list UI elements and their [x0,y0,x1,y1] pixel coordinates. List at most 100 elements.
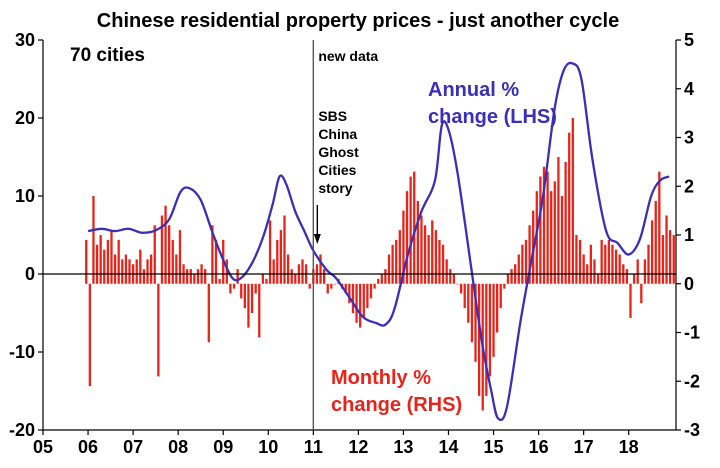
monthly-bar [499,283,502,309]
left-tick-label: 30 [15,30,35,50]
monthly-bar [326,283,329,294]
monthly-bar [380,274,383,284]
monthly-bar [445,259,448,284]
monthly-bar [582,254,585,284]
monthly-bar [85,239,88,284]
monthly-bar [279,230,283,284]
sbs-story-label: Ghost [318,144,359,160]
x-tick-label: 09 [213,437,233,457]
monthly-bar [189,269,192,284]
x-tick-label: 13 [393,437,413,457]
monthly-bar [420,215,423,284]
left-tick-label: 10 [15,186,35,206]
monthly-bar [330,283,333,289]
x-tick-label: 14 [438,437,458,457]
monthly-bar [164,205,167,284]
x-tick-label: 16 [529,437,549,457]
monthly-bar [196,269,200,284]
right-tick-label: 1 [684,225,694,245]
monthly-bar [319,254,322,284]
monthly-bar [398,230,401,284]
right-tick-label: 5 [684,30,694,50]
monthly-bar [658,171,661,284]
monthly-bar [517,254,520,284]
monthly-bar [593,259,596,284]
monthly-bar [668,230,672,284]
monthly-bar [640,283,643,304]
x-tick-label: 08 [168,437,188,457]
monthly-bar [571,118,574,284]
right-tick-label: -2 [684,371,700,391]
monthly-bar [661,235,665,284]
monthly-bar [485,283,488,396]
monthly-bar [459,283,463,294]
monthly-bar [369,283,373,299]
monthly-bar [344,283,347,294]
monthly-bar [333,283,337,285]
monthly-bar [128,259,131,284]
monthly-bar [506,274,510,284]
monthly-bar [204,269,207,284]
monthly-bar [560,196,564,284]
monthly-bar [449,269,452,284]
monthly-bar [452,274,456,284]
monthly-bar [240,283,243,299]
monthly-bar [510,269,513,284]
sbs-story-label: China [318,126,357,142]
monthly-bar [290,269,293,284]
monthly-bar [186,269,189,284]
right-tick-label: 4 [684,79,694,99]
monthly-bar [607,239,611,284]
monthly-bar [416,200,419,284]
annual-series-label: Annual % [428,79,519,101]
monthly-bar [276,239,279,284]
monthly-bar [351,283,355,313]
monthly-bar [614,249,618,284]
cities-label: 70 cities [70,45,145,66]
sbs-story-label: SBS [318,108,347,124]
monthly-bar [665,215,668,284]
annual-change-line [87,61,670,422]
monthly-bar [539,176,542,284]
monthly-bar [604,244,607,284]
monthly-bar [492,283,495,357]
monthly-bar [647,244,650,284]
monthly-bar [153,225,156,284]
monthly-bar [142,269,146,284]
chart-title: Chinese residential property prices - ju… [97,10,619,32]
monthly-bar [503,283,506,289]
monthly-bar [92,196,95,284]
monthly-bar [272,259,275,284]
x-tick-label: 05 [33,437,53,457]
monthly-bar [225,259,228,284]
monthly-bar [149,254,153,284]
monthly-bar [294,274,297,284]
monthly-bar [301,259,304,284]
monthly-bar [568,132,571,284]
monthly-bar [359,283,362,328]
monthly-bars [85,118,675,411]
monthly-bar [553,181,556,284]
monthly-bar [348,283,351,304]
monthly-bar [268,220,272,284]
new-data-label: new data [318,48,378,64]
monthly-bar [456,283,459,285]
monthly-bar [355,283,358,323]
monthly-bar [283,215,286,284]
monthly-bar [618,254,621,284]
monthly-bar [236,269,239,284]
x-tick-label: 06 [78,437,98,457]
x-tick-label: 17 [574,437,594,457]
monthly-bar [441,244,445,284]
monthly-bar [474,283,477,362]
monthly-bar [596,274,600,284]
monthly-bar [384,269,387,284]
monthly-bar [110,230,113,284]
annotations: 70 cities new data SBS China Ghost Cities stor… [70,40,557,430]
monthly-bar [258,283,261,338]
monthly-bar [135,259,138,284]
x-tick-label: 07 [123,437,143,457]
x-tick-label: 15 [484,437,504,457]
monthly-bar [488,283,492,377]
left-tick-label: 0 [25,264,35,284]
